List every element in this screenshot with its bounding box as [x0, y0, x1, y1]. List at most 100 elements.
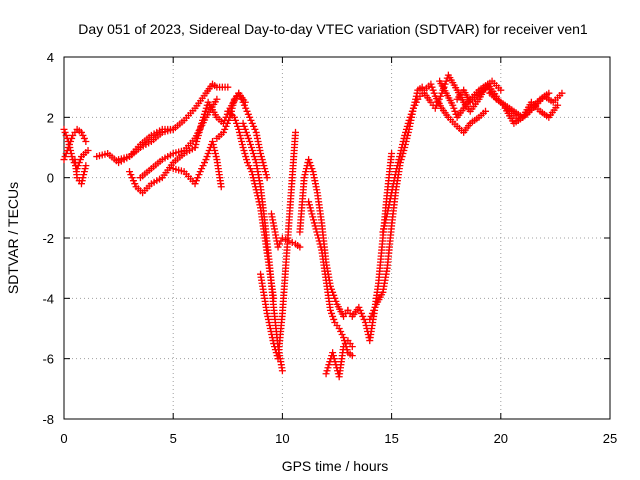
data-point	[328, 309, 336, 317]
data-point	[442, 77, 450, 85]
y-axis-ticks: 4 2 0 -2 -4 -6 -8	[42, 50, 610, 427]
data-point	[264, 315, 272, 323]
data-point	[67, 150, 75, 158]
data-point	[191, 180, 199, 188]
data-point	[223, 119, 231, 127]
data-series-4	[115, 80, 232, 164]
data-point	[236, 131, 244, 139]
data-point	[260, 162, 268, 170]
data-point	[242, 104, 250, 112]
data-point	[554, 101, 562, 109]
data-point	[213, 95, 221, 103]
data-point	[82, 162, 90, 170]
data-point	[261, 168, 269, 176]
data-point	[263, 309, 271, 317]
data-point	[217, 183, 225, 191]
data-point	[267, 328, 275, 336]
data-point	[310, 216, 318, 224]
data-point	[62, 131, 70, 139]
data-point	[239, 119, 247, 127]
data-point	[204, 150, 212, 158]
data-point	[329, 312, 337, 320]
data-point	[196, 125, 204, 133]
data-point	[430, 89, 438, 97]
data-point	[449, 101, 457, 109]
data-point	[265, 318, 273, 326]
data-point	[127, 171, 135, 179]
data-point	[311, 222, 319, 230]
data-point	[558, 89, 566, 97]
data-point	[78, 177, 86, 185]
data-series-12	[257, 128, 300, 363]
data-point	[268, 334, 276, 342]
data-point	[409, 104, 417, 112]
data-point	[225, 116, 233, 124]
data-point	[337, 328, 345, 336]
data-point	[212, 153, 220, 161]
data-point	[192, 140, 200, 148]
data-point	[211, 150, 219, 158]
data-point	[131, 180, 139, 188]
data-point	[335, 325, 343, 332]
data-point	[406, 113, 414, 121]
data-point	[247, 140, 255, 148]
data-point	[240, 122, 248, 130]
data-point	[402, 128, 410, 136]
data-point	[193, 134, 201, 142]
data-point	[277, 237, 285, 245]
data-point	[407, 110, 415, 118]
x-tick-label: 0	[60, 431, 67, 446]
data-point	[209, 137, 217, 145]
data-point	[235, 89, 243, 97]
data-point	[330, 355, 338, 363]
data-point	[195, 171, 203, 179]
data-point	[331, 358, 339, 366]
data-point	[268, 331, 276, 339]
data-point	[234, 122, 242, 130]
data-point	[128, 174, 136, 182]
data-point	[249, 150, 257, 158]
data-point	[399, 137, 407, 145]
data-point	[65, 140, 73, 148]
data-point	[393, 162, 401, 170]
data-series-18	[366, 83, 426, 323]
data-point	[292, 128, 300, 136]
data-point	[250, 122, 258, 130]
data-point	[310, 219, 318, 227]
data-point	[79, 174, 87, 182]
data-point	[329, 352, 337, 360]
data-point	[482, 107, 490, 115]
data-point	[194, 174, 202, 182]
data-point	[323, 367, 331, 375]
data-point	[380, 225, 388, 233]
data-series-25	[501, 98, 562, 127]
data-series-13	[267, 210, 304, 251]
data-point	[246, 137, 254, 145]
data-point	[192, 177, 200, 185]
x-tick-label: 25	[603, 431, 617, 446]
data-point	[199, 162, 207, 170]
data-point	[408, 107, 416, 115]
data-point	[195, 128, 203, 136]
data-series-15	[305, 198, 356, 360]
data-point	[203, 153, 211, 161]
data-point	[129, 177, 137, 185]
data-point	[362, 321, 370, 329]
data-point	[396, 150, 404, 158]
data-point	[244, 110, 252, 118]
data-point	[329, 349, 337, 357]
data-point	[60, 125, 68, 133]
x-tick-label: 15	[384, 431, 398, 446]
data-point	[301, 171, 309, 179]
data-point	[238, 137, 246, 145]
data-point	[315, 237, 323, 245]
data-point	[545, 89, 553, 97]
data-point	[251, 125, 259, 133]
data-point	[398, 144, 406, 151]
x-tick-label: 5	[170, 431, 177, 446]
data-points	[60, 71, 566, 381]
data-point	[202, 156, 210, 164]
data-point	[197, 122, 205, 130]
data-series-9	[213, 89, 271, 182]
data-point	[305, 198, 313, 206]
